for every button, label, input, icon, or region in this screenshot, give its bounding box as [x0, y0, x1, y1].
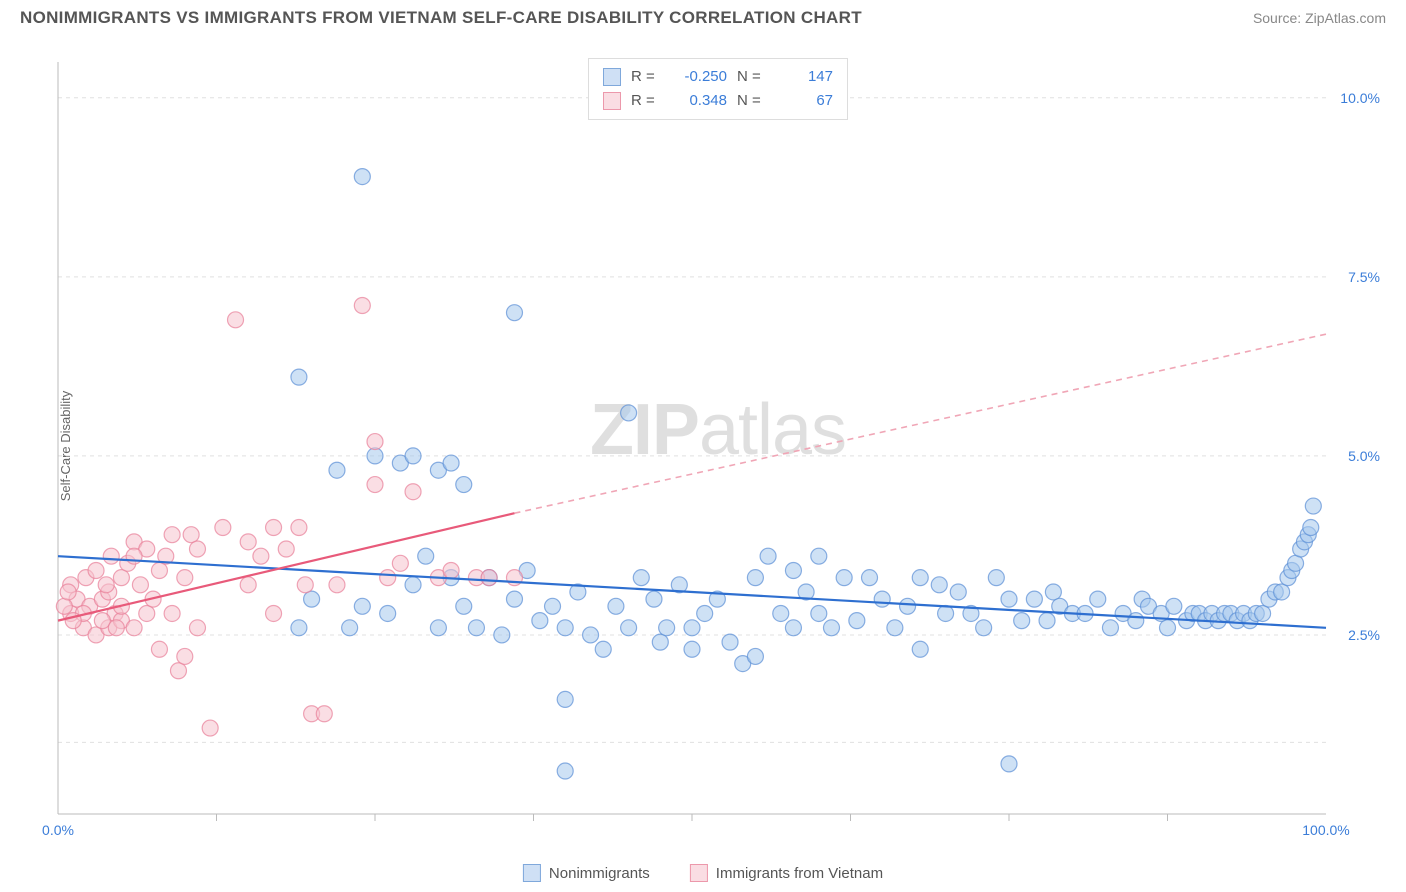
legend-swatch	[690, 864, 708, 882]
legend-n-label: N =	[737, 65, 767, 89]
legend-swatch	[603, 92, 621, 110]
scatter-plot	[50, 50, 1386, 842]
legend-r-value: 0.348	[671, 89, 727, 113]
y-tick-label: 7.5%	[1348, 269, 1380, 285]
x-tick-label: 100.0%	[1302, 822, 1349, 838]
legend-label: Nonimmigrants	[549, 865, 650, 882]
source-label: Source: ZipAtlas.com	[1253, 10, 1386, 26]
legend-r-value: -0.250	[671, 65, 727, 89]
legend-n-value: 67	[777, 89, 833, 113]
legend-row: R = 0.348 N = 67	[603, 89, 833, 113]
legend-item: Immigrants from Vietnam	[690, 864, 883, 882]
legend-swatch	[603, 68, 621, 86]
legend-r-label: R =	[631, 89, 661, 113]
chart-area: Self-Care Disability ZIPatlas R = -0.250…	[50, 50, 1386, 842]
correlation-legend: R = -0.250 N = 147 R = 0.348 N = 67	[588, 58, 848, 120]
series-legend: Nonimmigrants Immigrants from Vietnam	[523, 864, 883, 882]
x-tick-label: 0.0%	[42, 822, 74, 838]
legend-n-value: 147	[777, 65, 833, 89]
legend-swatch	[523, 864, 541, 882]
legend-row: R = -0.250 N = 147	[603, 65, 833, 89]
chart-title: NONIMMIGRANTS VS IMMIGRANTS FROM VIETNAM…	[20, 8, 862, 28]
y-tick-label: 5.0%	[1348, 448, 1380, 464]
legend-item: Nonimmigrants	[523, 864, 650, 882]
legend-r-label: R =	[631, 65, 661, 89]
chart-header: NONIMMIGRANTS VS IMMIGRANTS FROM VIETNAM…	[0, 0, 1406, 32]
legend-n-label: N =	[737, 89, 767, 113]
legend-label: Immigrants from Vietnam	[716, 865, 883, 882]
y-tick-label: 2.5%	[1348, 627, 1380, 643]
y-tick-label: 10.0%	[1340, 90, 1380, 106]
